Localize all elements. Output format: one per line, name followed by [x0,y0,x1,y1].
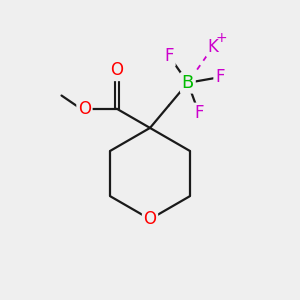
Text: F: F [164,47,174,65]
Text: O: O [110,61,123,80]
Text: K: K [208,38,219,56]
Text: +: + [216,32,227,45]
Text: O: O [78,100,91,118]
Text: B: B [182,74,194,92]
Text: F: F [215,68,224,86]
Text: O: O [143,210,157,228]
Text: F: F [194,104,204,122]
